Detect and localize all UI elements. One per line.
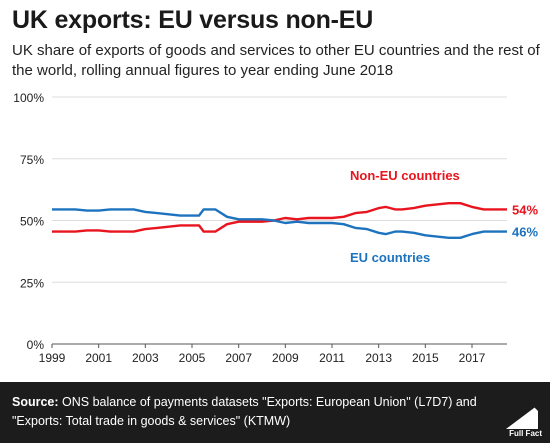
- end-value-label: 54%: [512, 202, 538, 217]
- x-tick-label: 2005: [179, 351, 206, 365]
- y-axis-ticks: 0% 25% 50% 75% 100%: [13, 91, 44, 352]
- x-tick-label: 2013: [365, 351, 392, 365]
- series-labels: 54% 46% Non-EU countries EU countries: [350, 168, 538, 265]
- chart-title: UK exports: EU versus non-EU: [12, 6, 374, 34]
- x-tick-label: 2017: [459, 351, 486, 365]
- series-annotation: Non-EU countries: [350, 168, 460, 183]
- x-tick-label: 2007: [225, 351, 252, 365]
- grid-lines: [52, 96, 507, 345]
- x-tick-label: 2001: [85, 351, 112, 365]
- series-lines: [52, 202, 507, 239]
- logo-text: Full Fact: [509, 429, 542, 438]
- full-fact-logo-icon: [506, 405, 538, 429]
- end-value-label: 46%: [512, 225, 538, 240]
- source-note: Source: ONS balance of payments datasets…: [12, 393, 482, 431]
- y-tick-label: 100%: [13, 91, 44, 105]
- x-tick-label: 2003: [132, 351, 159, 365]
- x-tick-label: 2011: [319, 351, 345, 365]
- y-tick-label: 0%: [27, 338, 45, 352]
- x-tick-label: 2015: [412, 351, 439, 365]
- line-chart: 0% 25% 50% 75% 100% 1999 2001 2003 2005 2007 2009…: [13, 91, 538, 365]
- y-tick-label: 25%: [20, 276, 44, 290]
- x-tick-label: 2009: [272, 351, 299, 365]
- x-tick-label: 1999: [39, 351, 66, 365]
- y-tick-label: 75%: [20, 153, 44, 167]
- footer: Source: ONS balance of payments datasets…: [0, 382, 550, 443]
- series-line-eu: [52, 208, 507, 239]
- y-tick-label: 50%: [20, 215, 44, 229]
- series-line-non-eu: [52, 202, 507, 233]
- source-label: Source:: [12, 395, 59, 409]
- series-annotation: EU countries: [350, 250, 430, 265]
- x-axis-ticks: 1999 2001 2003 2005 2007 2009 2011 2013 2015 2017: [39, 344, 486, 365]
- source-text: ONS balance of payments datasets "Export…: [12, 395, 477, 428]
- chart-subtitle: UK share of exports of goods and service…: [12, 42, 540, 79]
